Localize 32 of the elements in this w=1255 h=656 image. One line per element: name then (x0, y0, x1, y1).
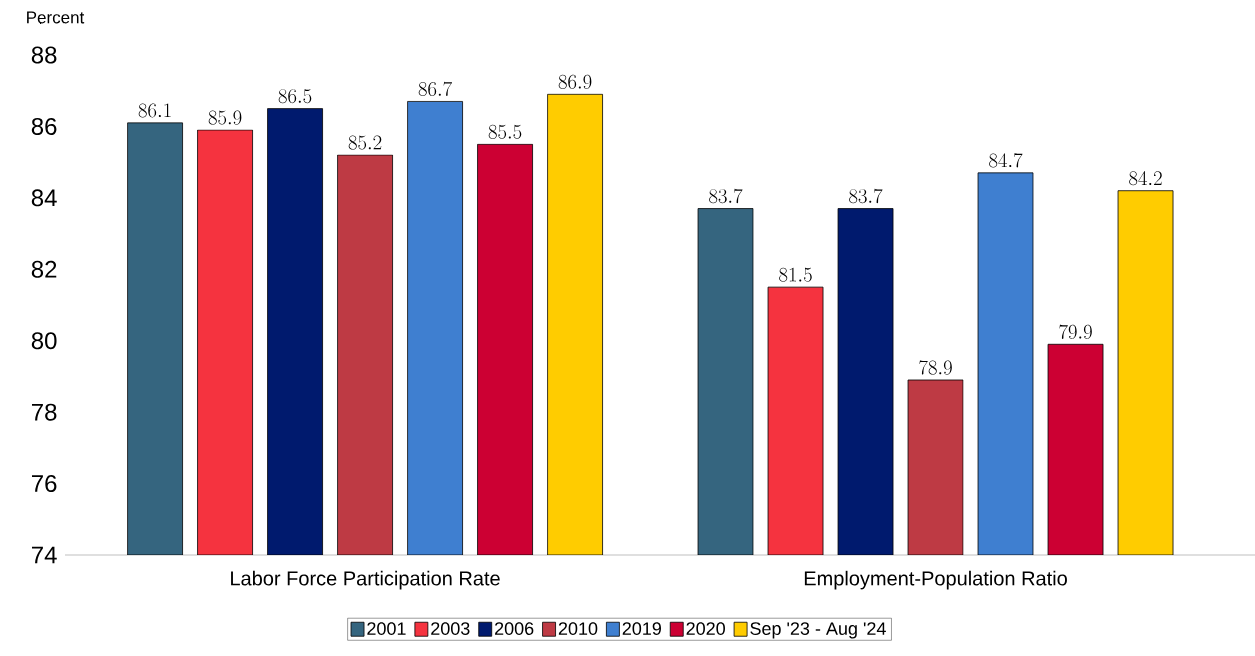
y-tick-label: 86 (31, 117, 57, 135)
data-label: 85.5 (488, 124, 522, 139)
legend-label: 2003 (431, 622, 470, 635)
x-tick-label: Labor Force Participation Rate (231, 570, 500, 590)
data-label: 86.5 (278, 89, 312, 104)
legend-label: Sep '23 - Aug '24 (750, 622, 886, 639)
y-tick-label: 78 (32, 403, 57, 421)
data-label: 78.9 (919, 360, 952, 375)
x-tick-label: Employment-Population Ratio (804, 570, 1067, 590)
legend-label: 2006 (495, 622, 534, 635)
y-axis-title: Percent (27, 11, 85, 24)
data-label: 86. 1 (138, 103, 171, 118)
legend-label: 2001 (367, 622, 406, 635)
data-label: 79.9 (1059, 324, 1092, 339)
y-tick-label: 88 (31, 46, 57, 64)
legend-label: 2010 (558, 622, 598, 635)
y-tick-label: 82 (31, 260, 57, 278)
data-label: 85.9 (208, 110, 242, 125)
data-label: 83.7 (709, 188, 743, 204)
legend-label: 2020 (686, 622, 725, 635)
y-tick-label: 80 (31, 332, 57, 350)
data-label: 86.9 (558, 74, 592, 89)
y-tick-label: 74 (32, 546, 57, 564)
data-label: 84.7 (989, 153, 1023, 168)
data-label: 83.7 (849, 188, 883, 204)
data-label: 81 .5 (779, 267, 812, 282)
data-label: 84.2 (1129, 171, 1162, 186)
y-tick-label: 84 (31, 189, 57, 207)
legend-label: 2019 (622, 622, 661, 635)
data-label: 86.7 (418, 81, 452, 97)
data-label: 85.2 (348, 135, 382, 150)
y-tick-label: 76 (32, 475, 57, 493)
